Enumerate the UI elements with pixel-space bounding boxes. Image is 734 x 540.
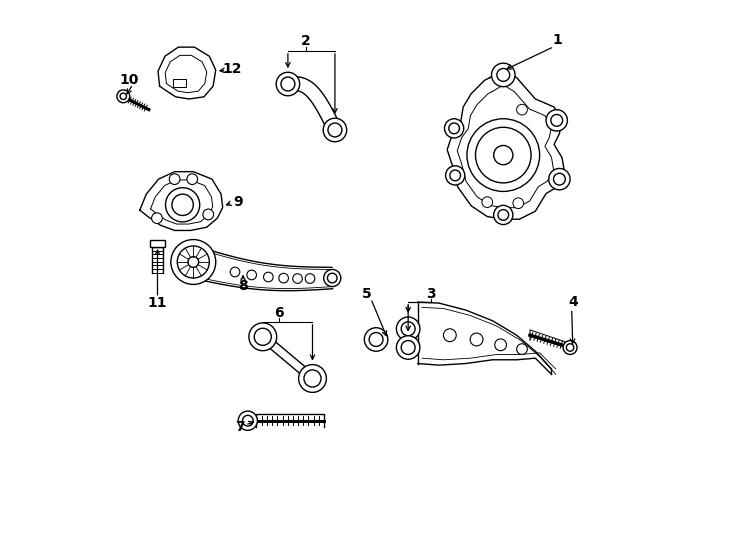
Polygon shape (260, 334, 315, 382)
Circle shape (450, 170, 460, 181)
Circle shape (401, 322, 415, 336)
Circle shape (247, 270, 256, 280)
Circle shape (178, 246, 209, 278)
Circle shape (171, 240, 216, 285)
Polygon shape (189, 246, 333, 291)
Circle shape (305, 274, 315, 284)
Circle shape (553, 173, 565, 185)
Bar (150, 240, 165, 247)
Circle shape (517, 104, 527, 115)
Circle shape (492, 63, 515, 87)
Text: 6: 6 (274, 306, 283, 320)
Circle shape (170, 174, 180, 185)
Polygon shape (418, 302, 551, 374)
Circle shape (396, 336, 420, 359)
Circle shape (276, 72, 299, 96)
Polygon shape (158, 47, 216, 99)
Circle shape (165, 188, 200, 222)
Circle shape (550, 114, 562, 126)
Circle shape (517, 344, 527, 354)
Circle shape (172, 194, 193, 215)
Circle shape (546, 110, 567, 131)
Circle shape (369, 333, 383, 347)
Text: 8: 8 (238, 279, 248, 293)
Circle shape (239, 411, 258, 430)
Circle shape (188, 256, 199, 267)
Polygon shape (140, 172, 222, 231)
Circle shape (445, 119, 464, 138)
Circle shape (152, 213, 162, 224)
Circle shape (448, 123, 459, 134)
Text: 7: 7 (235, 420, 244, 434)
Circle shape (323, 118, 346, 141)
Text: 12: 12 (222, 62, 242, 76)
Polygon shape (287, 77, 341, 133)
Circle shape (476, 127, 531, 183)
Circle shape (498, 210, 509, 220)
Circle shape (264, 272, 273, 282)
Circle shape (281, 77, 295, 91)
Circle shape (254, 328, 272, 346)
Circle shape (230, 267, 240, 277)
Circle shape (293, 274, 302, 284)
Text: 5: 5 (362, 287, 372, 301)
Circle shape (443, 329, 457, 342)
Circle shape (304, 370, 321, 387)
Circle shape (327, 273, 337, 283)
Circle shape (563, 341, 577, 354)
Circle shape (467, 119, 539, 192)
Text: 11: 11 (148, 296, 167, 310)
Circle shape (513, 198, 523, 208)
Text: 1: 1 (553, 33, 562, 47)
Circle shape (567, 344, 574, 351)
Circle shape (446, 166, 465, 185)
Circle shape (324, 269, 341, 287)
Circle shape (401, 341, 415, 354)
Circle shape (242, 415, 253, 426)
Text: 9: 9 (233, 194, 242, 208)
Polygon shape (447, 70, 564, 219)
Text: 4: 4 (568, 295, 578, 309)
Circle shape (279, 273, 288, 283)
Circle shape (494, 145, 513, 165)
Circle shape (120, 93, 126, 99)
Circle shape (117, 90, 130, 103)
Circle shape (482, 197, 493, 207)
Circle shape (187, 174, 197, 185)
Circle shape (328, 123, 342, 137)
Text: 2: 2 (301, 34, 310, 48)
Circle shape (299, 364, 327, 393)
Circle shape (396, 317, 420, 341)
Circle shape (494, 205, 513, 225)
Circle shape (495, 339, 506, 350)
Text: 10: 10 (120, 73, 139, 87)
Circle shape (470, 333, 483, 346)
Circle shape (203, 209, 214, 220)
Text: 3: 3 (426, 287, 436, 301)
Circle shape (364, 328, 388, 351)
Circle shape (549, 168, 570, 190)
Circle shape (249, 323, 277, 350)
Circle shape (497, 69, 509, 82)
